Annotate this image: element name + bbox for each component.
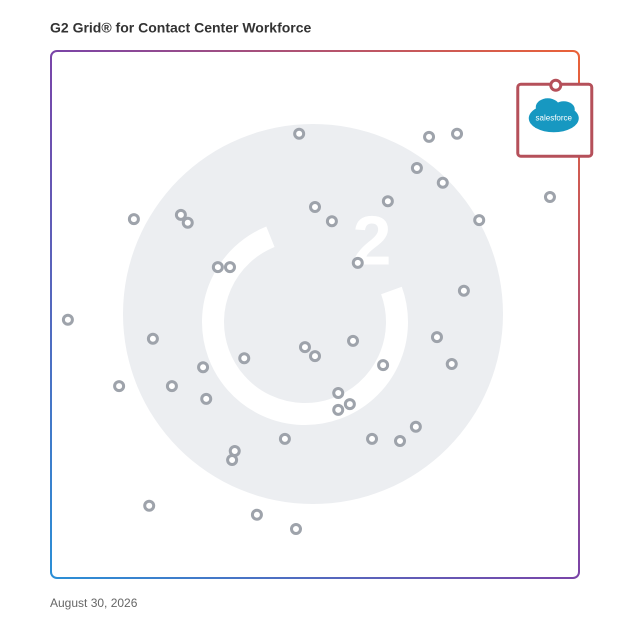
product-point: [113, 380, 126, 393]
product-point: [181, 216, 194, 229]
product-point: [343, 398, 356, 411]
product-point: [200, 392, 213, 405]
product-point: [451, 127, 464, 140]
product-point: [165, 380, 178, 393]
product-point: [325, 215, 338, 228]
highlight-point: [549, 78, 563, 92]
product-point: [298, 341, 311, 354]
product-point: [61, 313, 74, 326]
product-point: [410, 161, 423, 174]
product-point: [211, 261, 224, 274]
product-point: [226, 453, 239, 466]
product-point: [377, 359, 390, 372]
product-point: [146, 332, 159, 345]
chart-title: G2 Grid® for Contact Center Workforce: [50, 20, 312, 36]
product-point: [309, 200, 321, 213]
product-point: [278, 432, 291, 445]
product-point: [351, 256, 364, 269]
product-point: [473, 214, 486, 227]
product-point: [394, 434, 407, 447]
product-point: [436, 176, 449, 189]
footnote: August 30, 2026: [50, 596, 138, 610]
product-point: [332, 387, 345, 400]
product-point: [457, 284, 470, 297]
product-point: [143, 499, 156, 512]
product-point: [430, 331, 443, 344]
product-point: [309, 350, 321, 363]
product-point: [174, 208, 187, 221]
product-point: [423, 130, 436, 143]
product-point: [409, 420, 422, 433]
product-point: [347, 334, 360, 347]
product-point: [197, 361, 210, 374]
product-point: [127, 213, 140, 226]
product-point: [445, 358, 458, 371]
product-point: [543, 190, 556, 203]
legend-label: salesforce: [536, 113, 573, 122]
product-point: [293, 127, 306, 140]
product-point: [238, 352, 251, 365]
product-point: [223, 261, 236, 274]
product-point: [250, 508, 263, 521]
product-point: [381, 195, 394, 208]
logo-cloud: [552, 101, 575, 118]
product-point: [366, 432, 379, 445]
product-point: [289, 522, 302, 535]
product-point: [332, 403, 345, 416]
